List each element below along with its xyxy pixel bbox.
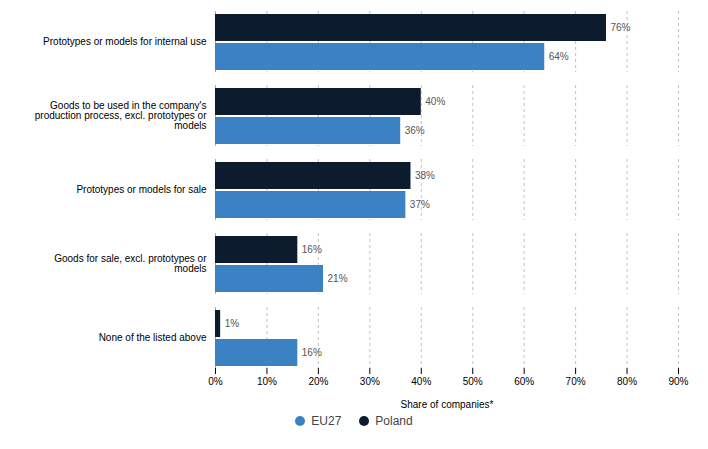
html-text:EU27: EU27 <box>311 414 342 428</box>
svg-text:90%: 90% <box>668 376 688 387</box>
svg-text:0%: 0% <box>208 376 223 387</box>
svg-text:40%: 40% <box>411 376 431 387</box>
svg-text:64%: 64% <box>549 51 569 62</box>
svg-text:80%: 80% <box>617 376 637 387</box>
svg-text:Goods for sale, excl. prototyp: Goods for sale, excl. prototypes ormodel… <box>54 253 207 274</box>
svg-text:None of the listed above: None of the listed above <box>99 332 207 343</box>
svg-text:37%: 37% <box>410 199 430 210</box>
svg-text:38%: 38% <box>415 170 435 181</box>
svg-text:30%: 30% <box>360 376 380 387</box>
svg-text:60%: 60% <box>514 376 534 387</box>
svg-text:Prototypes or models for sale: Prototypes or models for sale <box>76 184 206 195</box>
svg-text:1%: 1% <box>225 318 240 329</box>
svg-text:Share of companies*: Share of companies* <box>401 399 494 410</box>
svg-text:76%: 76% <box>610 22 630 33</box>
svg-text:16%: 16% <box>302 347 322 358</box>
svg-text:Goods to be used in the compan: Goods to be used in the company'sproduct… <box>35 100 207 131</box>
svg-text:70%: 70% <box>566 376 586 387</box>
svg-text:21%: 21% <box>328 273 348 284</box>
svg-text:Prototypes or models for inter: Prototypes or models for internal use <box>43 36 207 47</box>
html-text:Poland: Poland <box>375 414 413 428</box>
svg-text:16%: 16% <box>302 244 322 255</box>
svg-text:36%: 36% <box>405 125 425 136</box>
svg-text:40%: 40% <box>425 96 445 107</box>
svg-text:20%: 20% <box>308 376 328 387</box>
svg-text:10%: 10% <box>257 376 277 387</box>
svg-text:50%: 50% <box>463 376 483 387</box>
